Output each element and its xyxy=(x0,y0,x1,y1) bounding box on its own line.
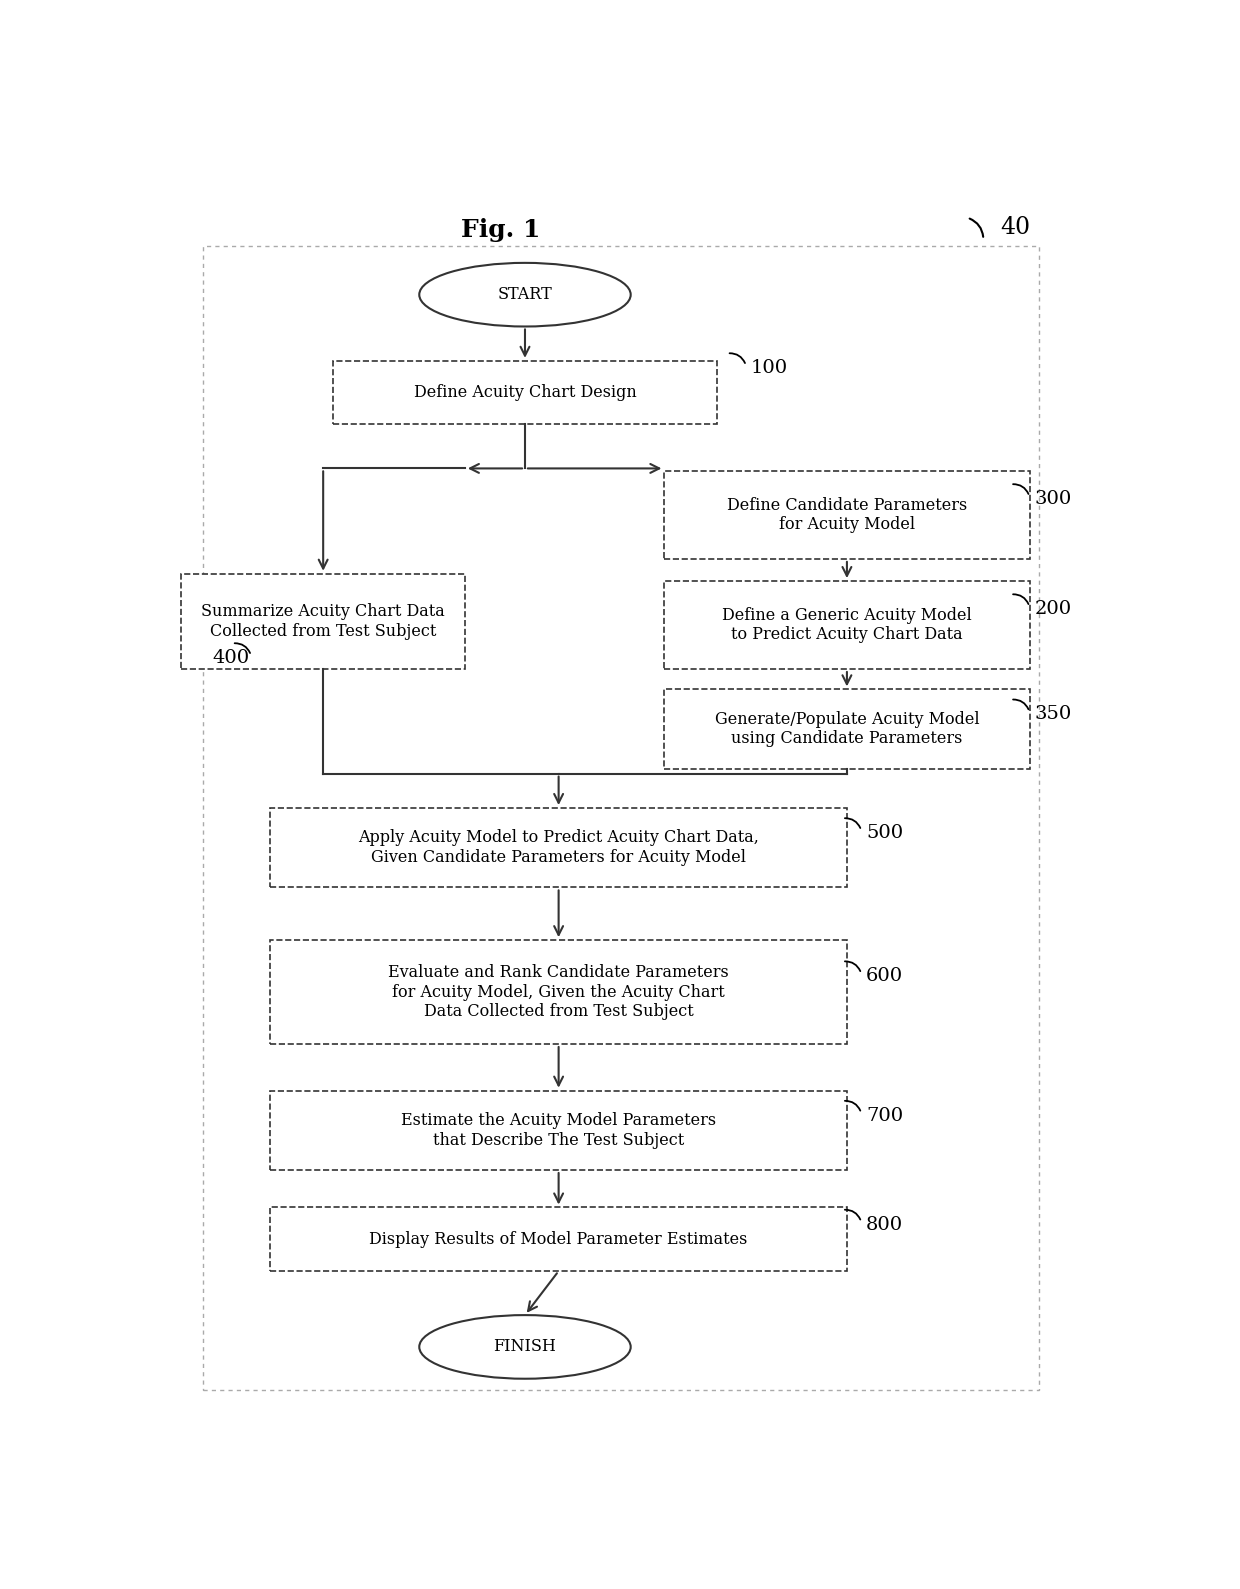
FancyBboxPatch shape xyxy=(270,1090,847,1170)
Text: Estimate the Acuity Model Parameters
that Describe The Test Subject: Estimate the Acuity Model Parameters tha… xyxy=(401,1112,717,1149)
Text: START: START xyxy=(497,286,552,303)
Text: Display Results of Model Parameter Estimates: Display Results of Model Parameter Estim… xyxy=(370,1231,748,1247)
FancyBboxPatch shape xyxy=(270,1208,847,1271)
FancyBboxPatch shape xyxy=(181,574,465,669)
Text: 500: 500 xyxy=(866,825,903,842)
Text: 200: 200 xyxy=(1034,601,1071,618)
FancyBboxPatch shape xyxy=(665,690,1029,769)
Text: Define a Generic Acuity Model
to Predict Acuity Chart Data: Define a Generic Acuity Model to Predict… xyxy=(722,607,972,644)
Text: Summarize Acuity Chart Data
Collected from Test Subject: Summarize Acuity Chart Data Collected fr… xyxy=(201,604,445,640)
Text: FINISH: FINISH xyxy=(494,1338,557,1355)
Text: 100: 100 xyxy=(751,359,787,377)
Text: 350: 350 xyxy=(1034,706,1071,723)
Text: 400: 400 xyxy=(213,648,249,667)
Text: Generate/Populate Acuity Model
using Candidate Parameters: Generate/Populate Acuity Model using Can… xyxy=(714,710,980,747)
Ellipse shape xyxy=(419,1316,631,1379)
FancyBboxPatch shape xyxy=(332,361,717,424)
Text: Define Candidate Parameters
for Acuity Model: Define Candidate Parameters for Acuity M… xyxy=(727,497,967,534)
Text: Fig. 1: Fig. 1 xyxy=(461,218,541,242)
Text: 700: 700 xyxy=(866,1106,903,1125)
Text: 800: 800 xyxy=(866,1216,903,1233)
FancyBboxPatch shape xyxy=(665,582,1029,669)
FancyBboxPatch shape xyxy=(270,941,847,1044)
Text: Define Acuity Chart Design: Define Acuity Chart Design xyxy=(414,385,636,400)
Text: Evaluate and Rank Candidate Parameters
for Acuity Model, Given the Acuity Chart
: Evaluate and Rank Candidate Parameters f… xyxy=(388,965,729,1020)
Text: 40: 40 xyxy=(999,216,1030,238)
FancyBboxPatch shape xyxy=(270,807,847,888)
Ellipse shape xyxy=(419,262,631,326)
FancyBboxPatch shape xyxy=(665,470,1029,559)
Text: Apply Acuity Model to Predict Acuity Chart Data,
Given Candidate Parameters for : Apply Acuity Model to Predict Acuity Cha… xyxy=(358,829,759,866)
Text: 600: 600 xyxy=(866,968,903,985)
Text: 300: 300 xyxy=(1034,489,1071,508)
